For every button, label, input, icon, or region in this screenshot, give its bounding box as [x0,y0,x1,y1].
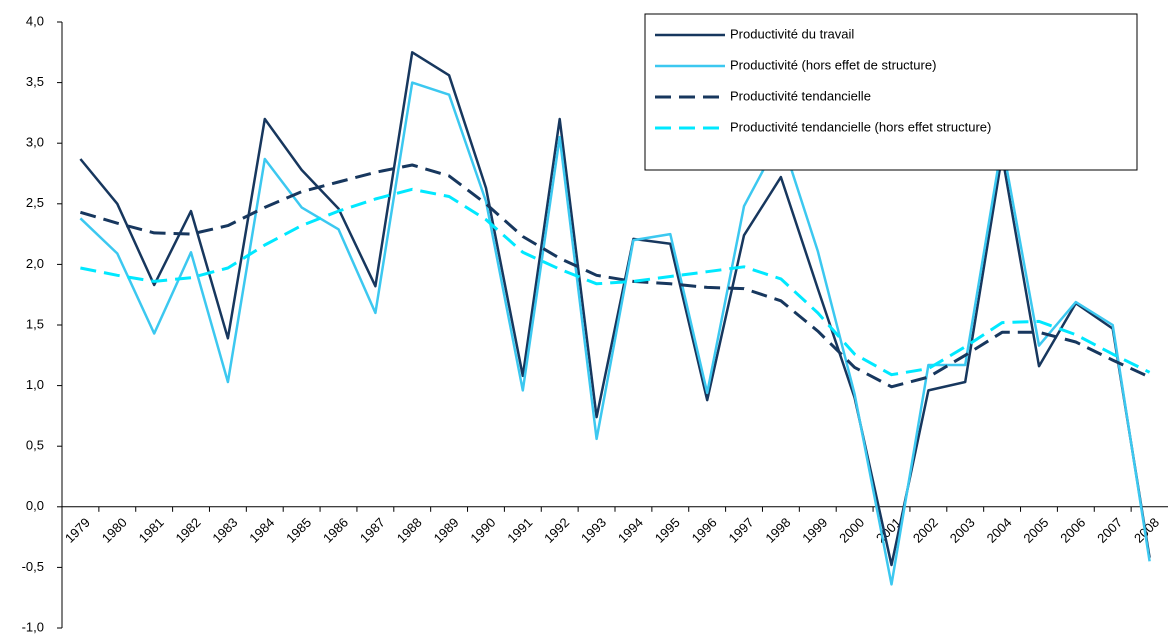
x-tick-label: 1993 [578,515,609,546]
legend-label: Productivité (hors effet de structure) [730,57,936,72]
x-tick-label: 1981 [136,515,167,546]
x-tick-label: 1997 [726,515,757,546]
x-tick-label: 1983 [209,515,240,546]
x-tick-label: 1998 [762,515,793,546]
x-tick-label: 1984 [246,515,277,546]
x-tick-label: 2002 [910,515,941,546]
legend: Productivité du travail Productivité (hor… [644,13,1138,171]
y-tick-label: -1,0 [22,619,44,634]
series-line [79,163,1151,389]
y-tick-label: 3,0 [26,135,44,150]
x-tick-label: 2006 [1057,515,1088,546]
x-tick-label: 1985 [283,515,314,546]
y-tick-label: 2,5 [26,195,44,210]
x-tick-label: 1990 [467,515,498,546]
y-tick-label: 4,0 [26,13,44,28]
x-tick-label: 2005 [1020,515,1051,546]
legend-label: Productivité tendancielle (hors effet st… [730,119,991,134]
x-tick-label: 1989 [431,515,462,546]
x-tick-label: 2007 [1094,515,1125,546]
x-tick-label: 1994 [615,515,646,546]
x-tick-label: 1987 [357,515,388,546]
x-tick-label: 1991 [504,515,535,546]
y-tick-label: 1,0 [26,377,44,392]
x-tick-label: 1995 [652,515,683,546]
y-tick-label: 0,5 [26,438,44,453]
x-tick-label: 1996 [689,515,720,546]
legend-label: Productivité du travail [730,26,854,41]
y-tick-label: -0,5 [22,559,44,574]
x-tick-label: 1980 [99,515,130,546]
x-tick-label: 1999 [799,515,830,546]
legend-box [644,13,1138,171]
x-tick-label: 1988 [394,515,425,546]
x-tick-label: 1992 [541,515,572,546]
y-tick-label: 1,5 [26,316,44,331]
y-tick-label: 2,0 [26,256,44,271]
series-line [79,81,1151,586]
y-tick-label: 0,0 [26,498,44,513]
series-line [80,187,1151,377]
x-tick-label: 2003 [947,515,978,546]
x-tick-label: 1986 [320,515,351,546]
x-tick-label: 2000 [836,515,867,546]
x-tick-label: 1982 [173,515,204,546]
legend-label: Productivité tendancielle [730,88,871,103]
y-tick-label: 3,5 [26,74,44,89]
x-tick-label: 1979 [62,515,93,546]
x-tick-label: 2004 [984,515,1015,546]
